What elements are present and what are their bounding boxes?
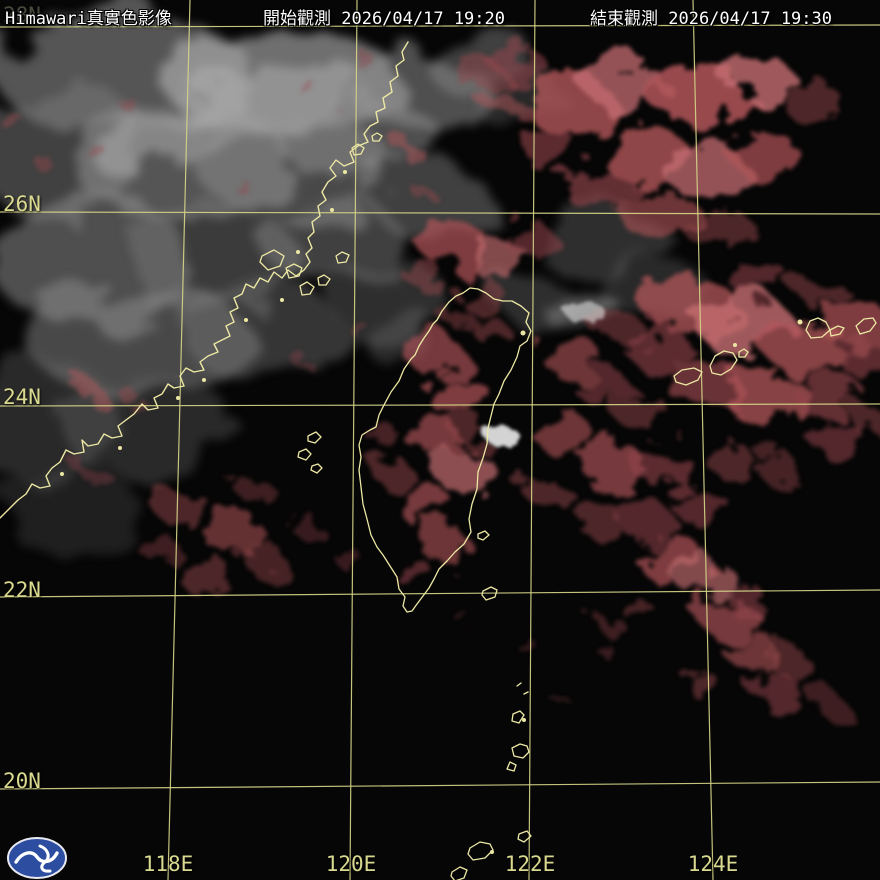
cwb-logo-swirl-2 — [38, 844, 52, 873]
cwb-logo-swirl — [14, 851, 59, 864]
cwb-logo — [7, 837, 67, 879]
longitude-label-122e: 122E — [504, 852, 556, 876]
latitude-label-26n: 26N — [3, 192, 41, 216]
header-title: Himawari真實色影像 — [5, 9, 172, 29]
cloud-layer-gray — [0, 10, 710, 555]
longitude-grid-lines — [167, 0, 714, 880]
longitude-label-124e: 124E — [687, 852, 739, 876]
observation-end-label: 結束觀測 2026/04/17 19:30 — [590, 9, 832, 29]
latitude-label-24n: 24N — [3, 385, 41, 409]
taiwan-coastline — [358, 287, 532, 613]
latitude-label-22n: 22N — [3, 578, 41, 602]
batanes-islands — [450, 682, 532, 880]
fujian-coastal-islands — [60, 132, 383, 476]
observation-start-label: 開始觀測 2026/04/17 19:20 — [263, 9, 505, 29]
coastlines — [0, 41, 877, 880]
cloud-layer-bright — [485, 302, 605, 446]
latitude-label-28n: 28N — [3, 3, 41, 27]
china-coastline — [0, 41, 409, 519]
latitude-label-20n: 20N — [3, 769, 41, 793]
taiwan-offshore-islands — [477, 330, 526, 601]
penghu-islands — [297, 431, 323, 474]
longitude-label-120e: 120E — [325, 852, 377, 876]
longitude-label-118e: 118E — [142, 852, 194, 876]
latitude-grid-lines — [0, 24, 880, 790]
cloud-layer-red — [8, 48, 880, 710]
ryukyu-islands — [673, 317, 877, 386]
